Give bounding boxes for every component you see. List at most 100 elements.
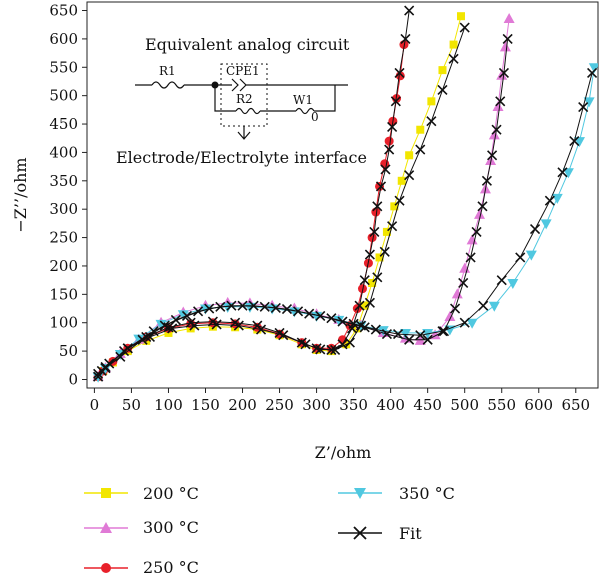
data-point-triangle-down: [551, 193, 563, 204]
y-tick-label: 300: [49, 200, 78, 218]
data-point-x: [415, 144, 426, 155]
series-line: [97, 67, 595, 377]
legend-label-350: 350 °C: [399, 484, 455, 503]
legend-label-200: 200 °C: [143, 484, 199, 503]
data-point-triangle-down: [399, 328, 411, 339]
data-point-triangle-down: [155, 319, 167, 330]
x-axis-title: Z’/ohm: [315, 443, 372, 462]
data-point-x: [387, 121, 398, 132]
cpe1-element: [215, 78, 348, 92]
data-point-x: [498, 67, 510, 79]
inset-caption: Electrode/Electrolyte interface: [116, 148, 367, 167]
data-point-x: [292, 306, 304, 317]
data-point-x: [502, 33, 513, 44]
data-point-x: [458, 277, 469, 289]
data-point-triangle-down: [177, 310, 189, 321]
inset-label-r2: R2: [236, 92, 253, 106]
data-point-x: [450, 303, 461, 314]
data-point-triangle-down: [133, 334, 145, 345]
y-tick-label: 400: [49, 143, 78, 161]
data-point-triangle: [485, 154, 497, 165]
data-point-x: [233, 320, 244, 331]
data-point-square: [397, 176, 406, 185]
inset-title: Equivalent analog circuit: [145, 35, 350, 54]
data-point-x: [448, 53, 459, 64]
plot-area: [92, 5, 598, 383]
data-point-x: [344, 337, 355, 348]
data-point-x: [491, 124, 502, 135]
data-point-x: [144, 331, 156, 342]
data-point-square: [368, 278, 377, 287]
data-point-x: [372, 201, 383, 212]
data-point-triangle: [459, 262, 471, 273]
x-tick-label: 200: [228, 396, 257, 414]
data-point-x: [496, 275, 507, 286]
legend-item-fit: Fit: [338, 524, 422, 543]
data-point-x: [437, 84, 448, 96]
data-point-x: [379, 246, 390, 257]
inset-label-w1-sub: 0: [311, 110, 319, 124]
x-tick-label: 450: [413, 396, 442, 414]
data-point-x: [459, 22, 470, 33]
data-point-square: [449, 40, 458, 49]
data-point-triangle: [429, 329, 441, 340]
data-point-x: [359, 322, 370, 333]
data-point-x: [159, 320, 170, 331]
y-tick-label: 500: [49, 87, 78, 105]
data-point-x: [587, 67, 598, 79]
inset-label-cpe1: CPE1: [226, 64, 260, 78]
data-point-triangle-down: [488, 301, 500, 312]
data-point-triangle: [488, 129, 500, 140]
data-point-x: [270, 302, 281, 314]
inset-label-r1: R1: [159, 64, 176, 78]
x-tick-label: 250: [265, 396, 294, 414]
data-point-square: [375, 253, 384, 262]
legend-label-fit: Fit: [399, 524, 422, 543]
legend-item-200: 200 °C: [84, 484, 199, 503]
data-point-x: [471, 226, 482, 237]
data-point-x: [300, 339, 311, 350]
legend-label-300: 300 °C: [143, 518, 199, 537]
data-point-triangle-down: [466, 318, 478, 329]
series-line: [97, 10, 410, 377]
data-point-x: [122, 343, 133, 354]
x-tick-label: 600: [524, 396, 553, 414]
data-point-x: [204, 303, 215, 314]
data-point-triangle-down: [244, 302, 256, 313]
legend-marker-x: [353, 526, 367, 540]
data-point-triangle-down: [583, 97, 595, 108]
data-point-x: [478, 300, 489, 311]
data-point-square: [416, 125, 425, 134]
data-point-x: [515, 252, 526, 263]
data-point-x: [189, 320, 200, 331]
data-point-square: [382, 227, 391, 236]
data-point-x: [381, 329, 393, 340]
inset-label-w1: W1: [293, 93, 313, 107]
plot-frame: [86, 1, 599, 389]
data-point-x: [326, 313, 337, 324]
data-point-x: [465, 252, 476, 263]
data-point-x: [477, 201, 488, 212]
data-point-x: [364, 249, 375, 260]
data-point-x: [438, 326, 450, 337]
y-tick-label: 0: [68, 370, 78, 388]
data-point-x: [569, 136, 580, 147]
x-tick-label: 300: [302, 396, 331, 414]
circuit-lower-branch: [214, 85, 236, 112]
x-tick-label: 400: [376, 396, 405, 414]
y-tick-label: 550: [49, 58, 78, 76]
legend-label-250: 250 °C: [143, 558, 199, 577]
legend-marker-triangle: [100, 522, 112, 533]
data-point-x: [375, 181, 387, 192]
data-point-x: [422, 334, 433, 345]
data-point-x: [115, 351, 126, 362]
data-point-x: [193, 306, 204, 317]
data-point-x: [380, 164, 391, 175]
data-point-x: [167, 323, 178, 334]
data-point-x: [400, 33, 411, 44]
warburg-w1: [295, 85, 336, 115]
data-point-x: [426, 116, 437, 127]
data-point-x: [387, 221, 398, 232]
data-point-x: [394, 195, 405, 206]
data-point-x: [281, 304, 293, 315]
